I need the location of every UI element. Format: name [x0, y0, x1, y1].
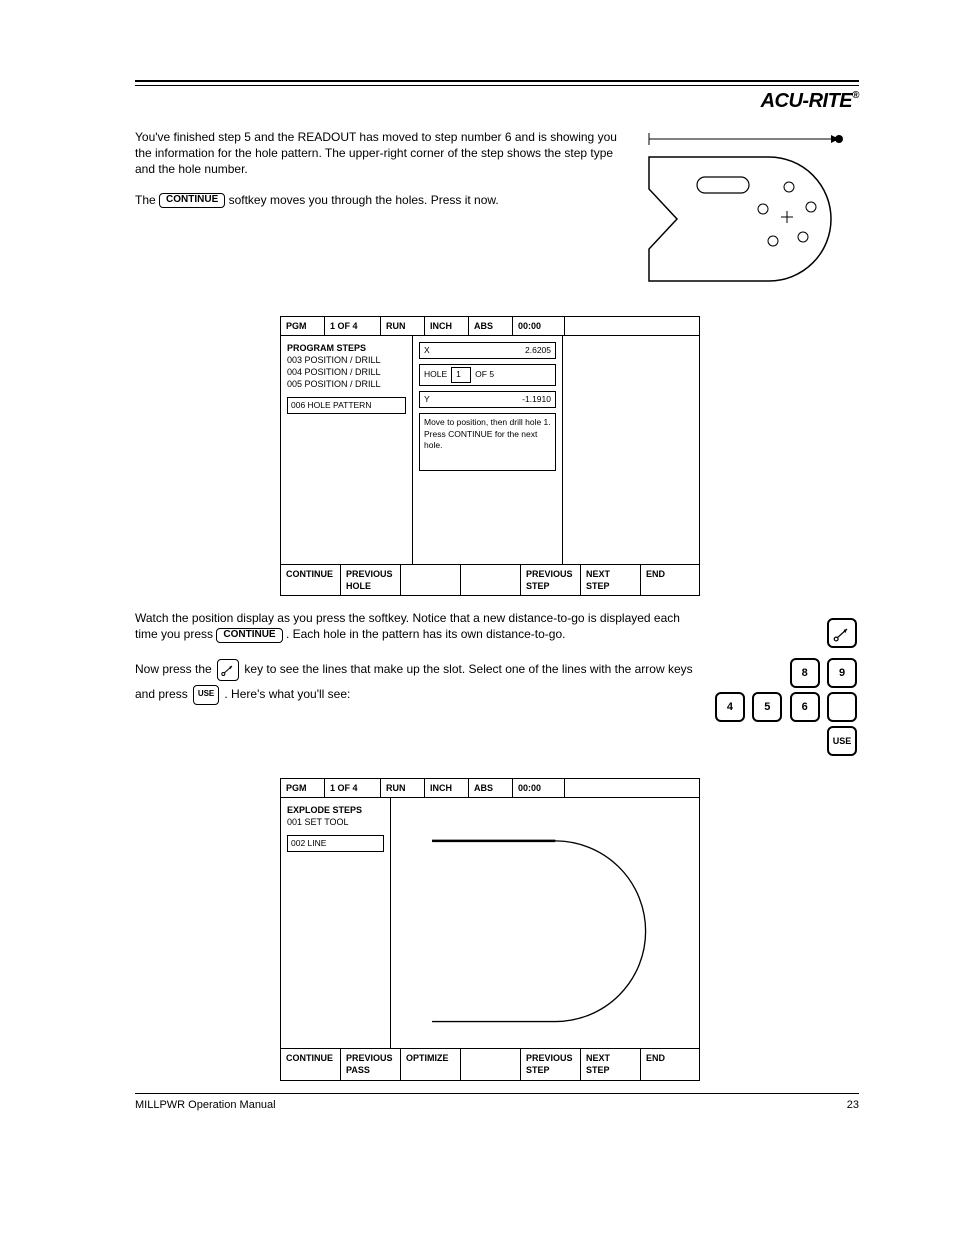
- header-rule: [135, 80, 859, 86]
- key-5[interactable]: 5: [752, 692, 782, 722]
- use-key-inline: USE: [193, 685, 219, 705]
- cell-pgm: PGM: [281, 317, 325, 335]
- intro-p1: You've finished step 5 and the READOUT h…: [135, 129, 635, 178]
- part-diagram: [639, 129, 859, 304]
- footer: MILLPWR Operation Manual 23: [135, 1093, 859, 1113]
- hole-field: HOLE 1 OF 5: [419, 364, 556, 385]
- intro-p2: The CONTINUE softkey moves you through t…: [135, 192, 635, 208]
- screen1-steps-panel: PROGRAM STEPS 003 POSITION / DRILL 004 P…: [281, 336, 413, 564]
- x-field: X 2.6205: [419, 342, 556, 359]
- screen2-body: EXPLODE STEPS 001 SET TOOL 002 LINE: [281, 798, 699, 1048]
- key-6[interactable]: 6: [790, 692, 820, 722]
- key-8[interactable]: 8: [790, 658, 820, 688]
- screen1-softkeys: CONTINUE PREVIOUS HOLE PREVIOUS STEP NEX…: [281, 564, 699, 595]
- key-blank[interactable]: [827, 692, 857, 722]
- screen1-topbar: PGM 1 OF 4 RUN INCH ABS 00:00: [281, 317, 699, 336]
- continue-softkey-ref-2: CONTINUE: [216, 628, 282, 643]
- brand-logo: ACU-RITE®: [761, 90, 859, 113]
- line-p: Now press the key to see the lines that …: [135, 657, 695, 707]
- line-key[interactable]: [827, 618, 857, 648]
- use-key[interactable]: USE: [827, 726, 857, 756]
- screen-explode: PGM 1 OF 4 RUN INCH ABS 00:00 EXPLODE ST…: [280, 778, 700, 1080]
- key-4[interactable]: 4: [715, 692, 745, 722]
- screen1-graphic: [563, 336, 699, 564]
- keypad: 8 9 4 5 6 USE: [713, 616, 859, 758]
- continue-softkey-ref: CONTINUE: [159, 193, 225, 208]
- screen-hole-pattern: PGM 1 OF 4 RUN INCH ABS 00:00 PROGRAM ST…: [280, 316, 700, 596]
- screen1-fields: X 2.6205 HOLE 1 OF 5 Y -1.1910 Move to p…: [413, 336, 563, 564]
- brand-row: ACU-RITE®: [135, 90, 859, 113]
- key-9[interactable]: 9: [827, 658, 857, 688]
- line-key-inline: [217, 659, 239, 681]
- y-field: Y -1.1910: [419, 391, 556, 408]
- screen1-body: PROGRAM STEPS 003 POSITION / DRILL 004 P…: [281, 336, 699, 564]
- mid-p: Watch the position display as you press …: [135, 610, 715, 642]
- current-step: 006 HOLE PATTERN: [287, 397, 406, 414]
- footer-title: MILLPWR Operation Manual: [135, 1098, 276, 1113]
- screen2-softkeys: CONTINUE PREVIOUS PASS OPTIMIZE PREVIOUS…: [281, 1048, 699, 1079]
- screen2-list: EXPLODE STEPS 001 SET TOOL 002 LINE: [281, 798, 391, 1048]
- message-box: Move to position, then drill hole 1. Pre…: [419, 413, 556, 471]
- screen2-graphic: [391, 798, 699, 1048]
- screen2-topbar: PGM 1 OF 4 RUN INCH ABS 00:00: [281, 779, 699, 798]
- page-number: 23: [847, 1098, 859, 1113]
- current-explode-step: 002 LINE: [287, 835, 384, 852]
